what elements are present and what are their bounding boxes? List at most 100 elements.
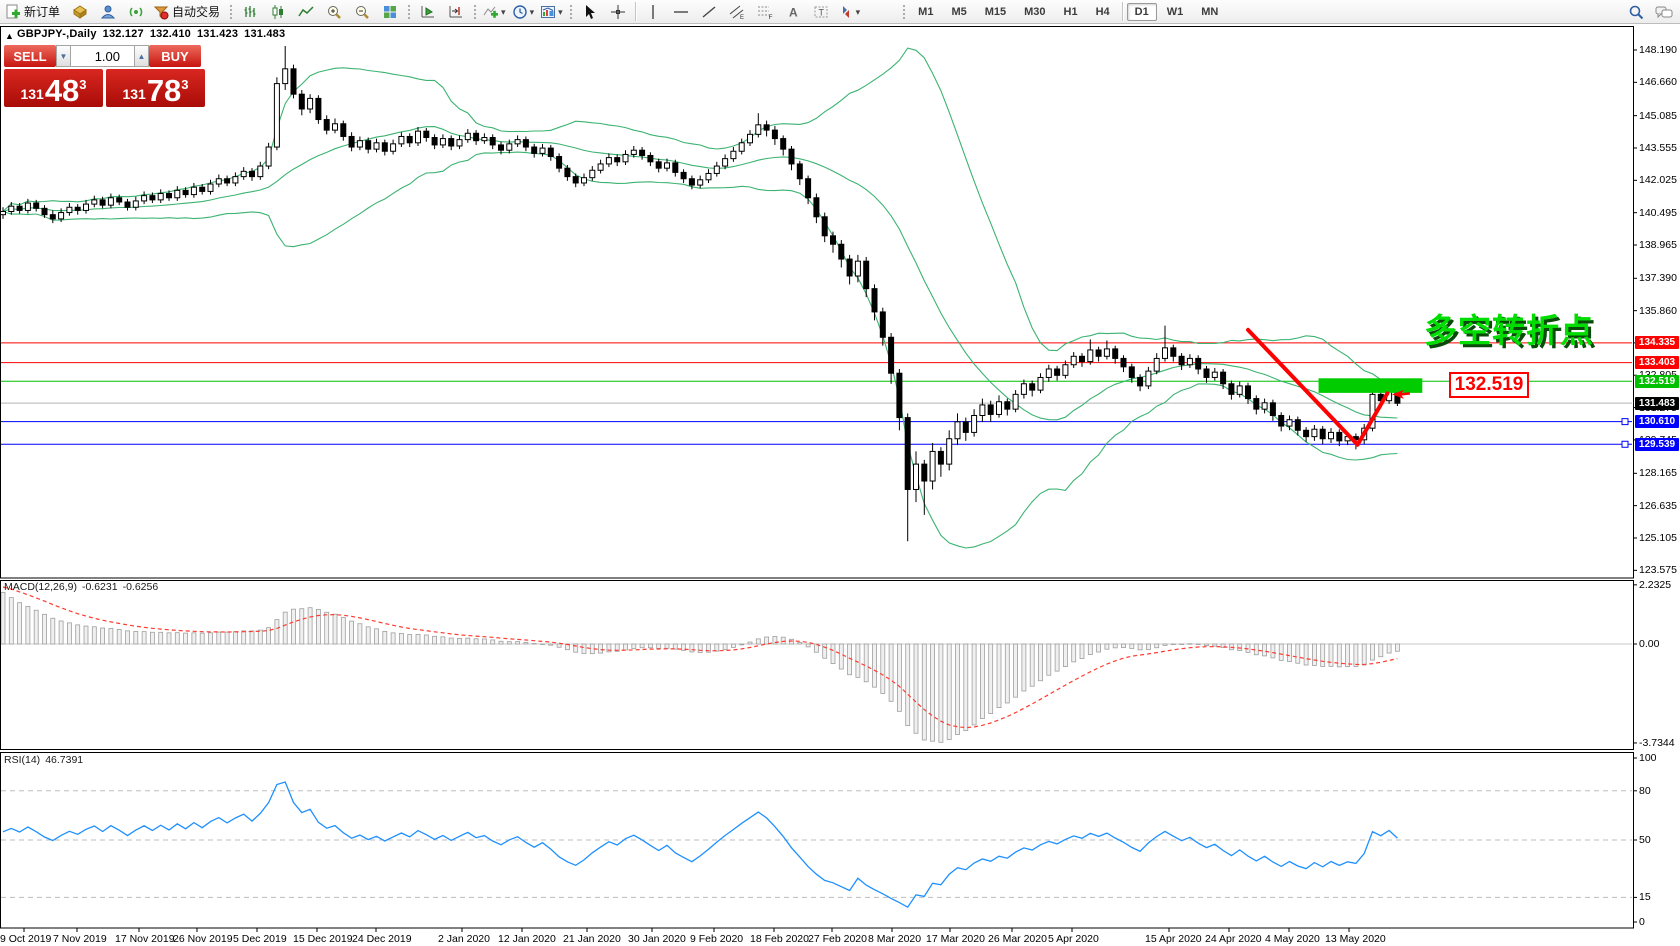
profile-button[interactable] — [94, 0, 122, 24]
chart-shift-button[interactable] — [442, 0, 470, 24]
signals-button[interactable] — [122, 0, 150, 24]
price-label-box[interactable]: 132.519 — [1449, 372, 1529, 398]
timeframe-button-h4[interactable]: H4 — [1095, 5, 1110, 18]
price-tag-131.483: 131.483 — [1635, 396, 1679, 410]
sell-button[interactable]: SELL — [4, 45, 56, 67]
macd-histogram-bar — [282, 611, 288, 645]
timeframe-button-m15[interactable]: M15 — [984, 5, 1007, 18]
macd-histogram-bar — [797, 642, 803, 645]
timeframe-button-m30[interactable]: M30 — [1024, 5, 1046, 18]
toolbar-grip[interactable] — [473, 3, 478, 20]
macd-histogram-bar — [1071, 643, 1077, 663]
timeframe-button-d1[interactable]: D1 — [1126, 2, 1157, 21]
macd-histogram-bar — [506, 641, 512, 645]
date-axis-label: 24 Dec 2019 — [352, 933, 412, 945]
tile-windows-button[interactable] — [376, 0, 404, 24]
supply-zone-rectangle[interactable] — [1318, 378, 1423, 393]
macd-histogram-bar — [1386, 643, 1392, 654]
macd-histogram-bar — [1320, 643, 1326, 667]
toolbar-grip[interactable] — [229, 3, 234, 20]
periods-button[interactable]: ▾ — [509, 0, 538, 24]
chart-window[interactable]: ▲ GBPJPY-,Daily 132.127 132.410 131.423 131.… — [0, 25, 1680, 946]
macd-histogram-bar — [1087, 643, 1093, 656]
chat-button[interactable] — [1650, 0, 1678, 24]
horizontal-line-button[interactable] — [667, 0, 695, 24]
arrow-drawing-tail — [1400, 392, 1411, 396]
zoom-in-button[interactable] — [320, 0, 348, 24]
sell-price-button[interactable]: 131 48 3 — [4, 69, 103, 107]
macd-histogram-bar — [1154, 643, 1160, 649]
macd-histogram-bar — [921, 643, 927, 741]
crosshair-button[interactable] — [604, 0, 632, 24]
price-tick: 140.495 — [1639, 206, 1677, 219]
trendline-button[interactable] — [695, 0, 723, 24]
arrows-button[interactable]: ▾ — [835, 0, 864, 24]
macd-histogram-bar — [1312, 643, 1317, 666]
macd-histogram-bar — [689, 643, 695, 653]
symbol-period-label: GBPJPY-,Daily — [17, 28, 97, 40]
chart-annotation-text[interactable]: 多空转折点 — [1424, 312, 1594, 349]
macd-histogram-bar — [108, 628, 114, 645]
timeframe-group: D1 W1 MN — [1126, 2, 1228, 21]
macd-histogram-bar — [457, 638, 462, 645]
ohlc-open: 132.127 — [102, 28, 144, 40]
line-handle[interactable] — [1621, 418, 1629, 426]
timeframe-button-w1[interactable]: W1 — [1166, 5, 1184, 18]
macd-histogram-bar — [963, 643, 969, 732]
macd-histogram-bar — [398, 632, 404, 645]
volume-decrease-button[interactable]: ▼ — [56, 45, 71, 67]
macd-histogram-bar — [1112, 643, 1118, 649]
macd-histogram-bar — [880, 643, 886, 694]
cursor-button[interactable] — [576, 0, 604, 24]
price-tag-133.403: 133.403 — [1635, 356, 1679, 370]
autotrading-button[interactable]: 自动交易 — [150, 0, 226, 24]
timeframe-button-m5[interactable]: M5 — [951, 5, 967, 18]
one-click-collapse-icon[interactable]: ▲ — [5, 31, 14, 41]
macd-histogram-bar — [855, 643, 861, 678]
templates-button[interactable]: ▾ — [537, 0, 566, 24]
chart-plot[interactable] — [0, 25, 1680, 946]
volume-input[interactable] — [71, 45, 134, 67]
volume-increase-button[interactable]: ▲ — [134, 45, 149, 67]
bar-chart-button[interactable] — [236, 0, 264, 24]
arrow-drawing[interactable] — [1391, 389, 1404, 399]
zoom-out-button[interactable] — [348, 0, 376, 24]
trend-v-drawing[interactable] — [1246, 327, 1390, 447]
open-account-button[interactable] — [66, 0, 94, 24]
line-handle[interactable] — [1621, 440, 1629, 448]
profile-icon — [100, 5, 116, 18]
macd-histogram-bar — [266, 627, 272, 645]
buy-price-button[interactable]: 131 78 3 — [106, 69, 205, 107]
indicators-button[interactable]: ▾ — [480, 0, 509, 24]
auto-scroll-button[interactable] — [414, 0, 442, 24]
equidistant-channel-button[interactable]: E — [723, 0, 751, 24]
timeframe-button-m1[interactable]: M1 — [918, 5, 934, 18]
macd-histogram-bar — [1104, 643, 1110, 650]
candlestick-chart-button[interactable] — [264, 0, 292, 24]
text-label-button[interactable]: T — [807, 0, 835, 24]
macd-layer — [1, 586, 1632, 743]
macd-histogram-bar — [191, 632, 197, 645]
macd-histogram-bar — [1278, 643, 1284, 661]
buy-button[interactable]: BUY — [149, 45, 201, 67]
macd-histogram-bar — [390, 632, 396, 645]
text-button[interactable]: A — [779, 0, 807, 24]
fibonacci-button[interactable]: F — [751, 0, 779, 24]
macd-histogram-bar — [299, 608, 305, 645]
toolbar-grip[interactable] — [902, 3, 907, 20]
date-axis-label: 26 Mar 2020 — [988, 933, 1047, 945]
toolbar-grip[interactable] — [407, 3, 412, 20]
macd-histogram-bar — [772, 636, 778, 645]
timeframe-button-h1[interactable]: H1 — [1063, 5, 1078, 18]
line-chart-button[interactable] — [292, 0, 320, 24]
toolbar-grip[interactable] — [568, 3, 573, 20]
time-axis[interactable]: 9 Oct 2019 7 Nov 2019 17 Nov 2019 26 Nov 20… — [0, 929, 1634, 946]
macd-histogram-bar — [1021, 643, 1027, 692]
price-axis[interactable]: 148.190 146.660 145.085 143.555 142.025 140.4… — [1634, 25, 1680, 946]
macd-histogram-bar — [697, 643, 703, 653]
search-button[interactable] — [1622, 0, 1650, 24]
vertical-line-button[interactable] — [639, 0, 667, 24]
timeframe-button-mn[interactable]: MN — [1201, 5, 1219, 18]
line-chart-icon — [298, 5, 314, 16]
new-order-button[interactable]: 新订单 — [2, 0, 66, 24]
